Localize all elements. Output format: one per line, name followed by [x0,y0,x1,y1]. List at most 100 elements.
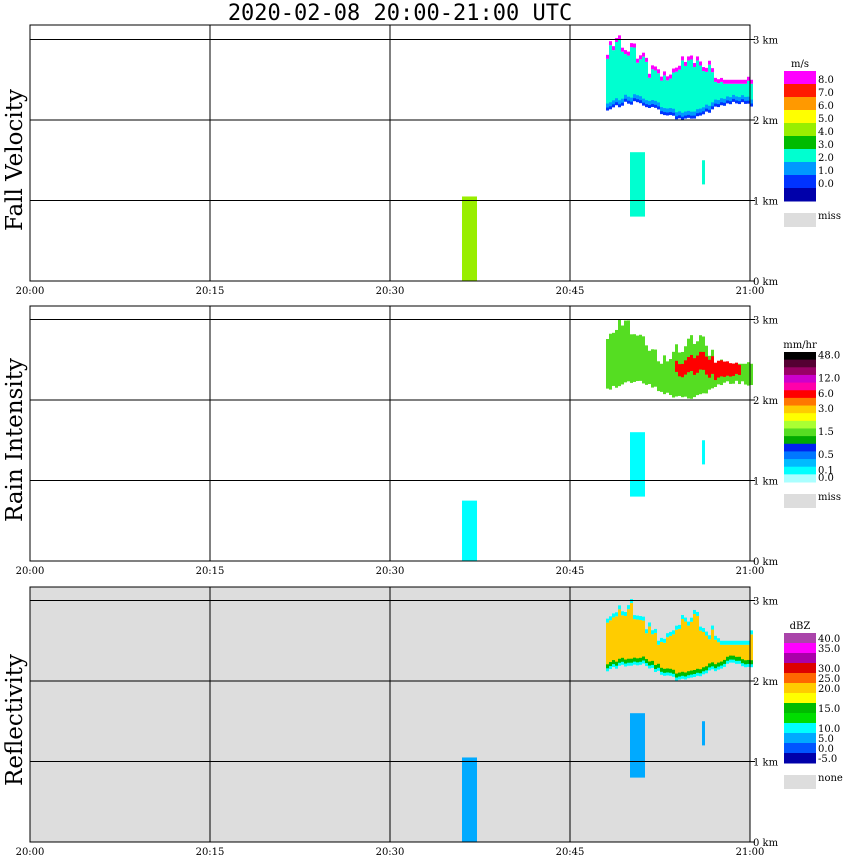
fall-velocity-echo-edge [720,98,723,105]
fall-velocity-echo-edge [657,106,660,110]
fall-velocity-echo-edge [606,54,609,59]
fall-velocity-echo-edge [612,100,615,107]
reflectivity-echo-edge [648,661,651,668]
fall-velocity-echo-edge [750,103,753,107]
fall-velocity-echo-edge [690,111,693,118]
fall-velocity-x-tick-20-30: 20:30 [376,286,405,297]
fall-velocity-echo-cell [609,45,612,109]
fall-velocity-echo-edge [657,69,660,74]
reflectivity-echo-edge [675,677,678,681]
fall-velocity-echo-cell [750,83,753,106]
reflectivity-echo-edge [729,655,732,662]
fall-velocity-y-tick-1-km: 1 km [753,197,779,208]
rain-intensity-y-tick-1-km: 1 km [753,477,779,488]
fall-velocity-echo-edge [693,115,696,119]
reflectivity-legend-label-0-0: 0.0 [818,744,834,755]
fall-velocity-echo-cell [690,59,693,118]
rain-intensity-legend-swatch [784,420,816,429]
reflectivity-echo-cell [744,644,747,667]
fall-velocity-legend-label-5-0: 5.0 [818,114,834,125]
reflectivity-echo-edge [630,599,633,604]
reflectivity-echo-cell [630,603,633,665]
reflectivity-echo-edge [741,663,744,667]
reflectivity-echo-edge [717,662,720,669]
reflectivity-echo-edge [672,630,675,635]
fall-velocity-echo-edge [606,107,609,111]
fall-velocity-echo-edge [663,108,666,115]
fall-velocity-echo-edge [687,56,690,61]
reflectivity-echo-edge [720,665,723,669]
rain-intensity-x-tick-20-15: 20:15 [196,566,225,577]
rain-intensity-ylabel: Rain Intensity [2,358,28,522]
rain-intensity-x-tick-20-00: 20:00 [16,566,45,577]
reflectivity-echo-edge [621,661,624,665]
rain-intensity-echo-cell [615,329,618,388]
rain-intensity-echo-streak [630,432,645,497]
reflectivity-legend-swatch [784,743,816,754]
fall-velocity-echo-streak [702,160,705,185]
fall-velocity-echo-edge [726,96,729,103]
fall-velocity-legend-label-1-0: 1.0 [818,166,834,177]
reflectivity-echo-cell [648,626,651,668]
fall-velocity-echo-cell [711,72,714,109]
fall-velocity-echo-edge [642,102,645,106]
rain-intensity-echo-core [678,364,681,377]
reflectivity-echo-edge [669,672,672,676]
rain-intensity-legend-swatch [784,405,816,414]
fall-velocity-echo-edge [747,76,750,81]
reflectivity-echo-edge [642,656,645,663]
fall-velocity-echo-edge [693,111,696,118]
rain-intensity-echo-core [696,355,699,373]
fall-velocity-echo-edge [663,71,666,76]
reflectivity-legend-swatch [784,683,816,694]
reflectivity-legend-swatch [784,733,816,744]
reflectivity-legend-swatch [784,723,816,734]
reflectivity-echo-edge [642,660,645,664]
reflectivity-legend-label-10-0: 10.0 [818,724,840,735]
reflectivity-echo-edge [744,664,747,668]
reflectivity-echo-cell [687,625,690,678]
rain-intensity-echo-cell [654,349,657,387]
fall-velocity-echo-cell [705,71,708,111]
reflectivity-echo-edge [657,667,660,671]
reflectivity-echo-edge [747,640,750,645]
reflectivity-echo-cell [678,628,681,679]
page-title: 2020-02-08 20:00-21:00 UTC [227,1,573,26]
rain-intensity-legend-swatch [784,413,816,422]
fall-velocity-echo-cell [696,60,699,116]
rain-intensity-legend-label-1-5: 1.5 [818,427,834,438]
reflectivity-x-tick-21-00: 21:00 [736,847,765,858]
fall-velocity-echo-edge [651,100,654,107]
reflectivity-echo-edge [735,660,738,664]
rain-intensity-legend-label-0-0: 0.0 [818,473,834,484]
fall-velocity-echo-edge [699,61,702,66]
reflectivity-echo-edge [663,668,666,675]
rain-intensity-echo-core [675,360,678,372]
fall-velocity-echo-edge [702,111,705,115]
rain-intensity-echo-core [717,360,720,378]
reflectivity-echo-cell [672,634,675,676]
reflectivity-echo-edge [666,633,669,638]
reflectivity-x-tick-20-45: 20:45 [556,847,585,858]
reflectivity-echo-cell [618,609,621,665]
rain-intensity-legend-label-12-0: 12.0 [818,374,840,385]
reflectivity-echo-edge [741,640,744,645]
reflectivity-echo-edge [639,657,642,664]
fall-velocity-echo-streak [630,152,645,217]
fall-velocity-echo-edge [612,104,615,108]
reflectivity-echo-cell [675,629,678,680]
fall-velocity-echo-edge [618,104,621,108]
fall-velocity-echo-edge [681,112,684,119]
fall-velocity-echo-edge [735,96,738,103]
fall-velocity-echo-edge [672,68,675,73]
reflectivity-echo-edge [690,617,693,622]
fall-velocity-echo-edge [651,65,654,70]
fall-velocity-legend-label-3-0: 3.0 [818,140,834,151]
rain-intensity-echo-cell [633,334,636,382]
rain-intensity-legend-label-3-0: 3.0 [818,404,834,415]
reflectivity-echo-edge [615,661,618,668]
fall-velocity-echo-edge [699,112,702,116]
reflectivity-ylabel: Reflectivity [2,654,28,786]
fall-velocity-echo-edge [735,100,738,104]
